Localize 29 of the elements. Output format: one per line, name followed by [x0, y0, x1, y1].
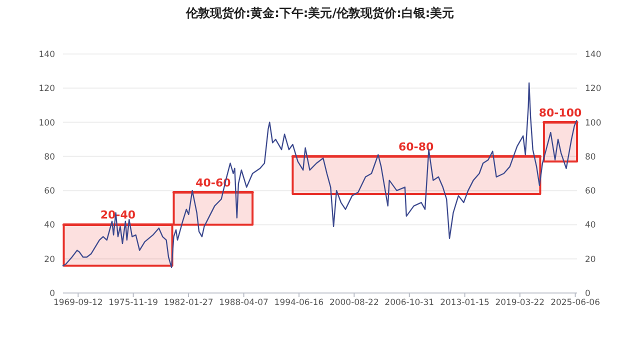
- x-tick-label: 2025-06-06: [550, 298, 600, 308]
- y-tick-label: 140: [38, 50, 55, 60]
- y-tick-label: 0: [50, 289, 55, 299]
- x-tick-label: 1982-01-27: [164, 298, 214, 308]
- x-tick-label: 1975-11-19: [108, 298, 158, 308]
- x-tick-label: 2013-01-15: [440, 298, 490, 308]
- y2-tick-label: 80: [585, 152, 596, 162]
- y2-tick-label: 40: [585, 220, 596, 231]
- y2-tick-label: 120: [585, 84, 602, 94]
- y-tick-label: 100: [38, 118, 55, 128]
- y2-tick-label: 0: [585, 289, 590, 299]
- y2-tick-label: 60: [585, 186, 596, 197]
- x-tick-label: 1988-04-07: [219, 298, 268, 308]
- y-tick-label: 80: [44, 152, 55, 162]
- x-tick-label: 2019-03-22: [495, 298, 545, 308]
- y-tick-label: 120: [38, 84, 55, 94]
- x-tick-label: 2000-08-22: [329, 298, 379, 308]
- y-tick-label: 40: [44, 220, 55, 231]
- chart-title: 伦敦现货价:黄金:下午:美元/伦敦现货价:白银:美元: [184, 6, 454, 20]
- x-tick-label: 1994-06-16: [274, 298, 324, 308]
- x-tick-label: 2006-10-31: [384, 298, 434, 308]
- annotation: 80-100: [538, 106, 582, 120]
- x-tick-label: 1969-09-12: [53, 298, 103, 308]
- y2-tick-label: 20: [585, 254, 596, 265]
- y2-tick-label: 140: [585, 50, 602, 60]
- annotation: 60-80: [398, 140, 434, 154]
- y-tick-label: 60: [44, 186, 55, 197]
- y-tick-label: 20: [44, 254, 55, 265]
- y2-tick-label: 100: [585, 118, 602, 128]
